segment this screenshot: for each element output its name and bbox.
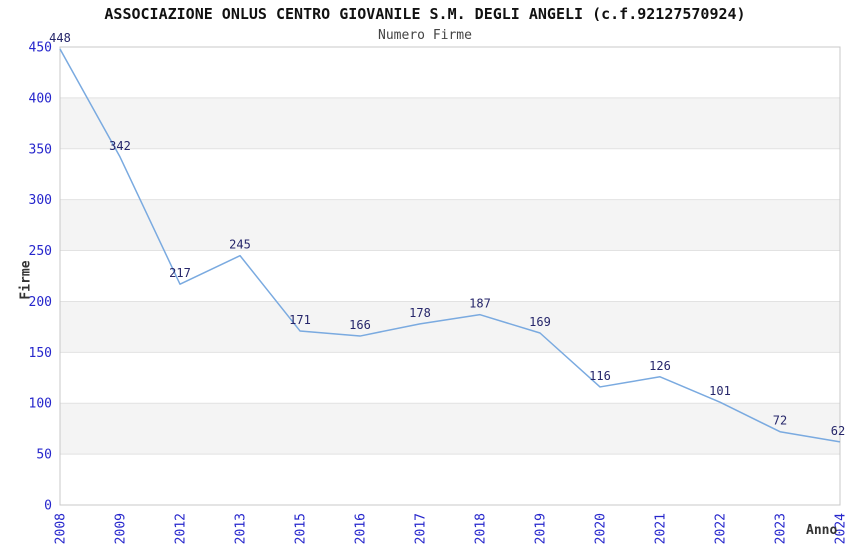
x-tick-label: 2016 <box>354 513 369 544</box>
x-tick-label: 2021 <box>654 513 669 544</box>
x-tick-label: 2013 <box>234 513 249 544</box>
x-tick-label: 2024 <box>834 513 849 544</box>
y-axis-title: Firme <box>18 260 34 300</box>
plot-band <box>60 301 840 353</box>
data-point-label: 101 <box>709 384 731 398</box>
data-point-label: 72 <box>773 414 787 428</box>
y-tick-label: 300 <box>29 193 52 208</box>
x-tick-label: 2022 <box>714 513 729 544</box>
plot-band <box>60 97 840 149</box>
data-point-label: 217 <box>169 266 191 280</box>
x-tick-label: 2023 <box>774 513 789 544</box>
plot-border <box>59 46 841 506</box>
data-point-label: 126 <box>649 359 671 373</box>
data-point-label: 171 <box>289 313 311 327</box>
y-tick-label: 50 <box>36 448 52 463</box>
y-tick-label: 400 <box>29 91 52 106</box>
y-tick-label: 350 <box>29 142 52 157</box>
x-tick-label: 2018 <box>474 513 489 544</box>
y-tick-label: 0 <box>44 499 52 514</box>
y-tick-label: 450 <box>29 41 52 56</box>
y-tick-label: 100 <box>29 397 52 412</box>
series-line <box>59 48 841 443</box>
x-tick-label: 2009 <box>114 513 129 544</box>
x-tick-label: 2019 <box>534 513 549 544</box>
chart-subtitle: Numero Firme <box>378 28 472 43</box>
y-tick-label: 250 <box>29 244 52 259</box>
x-tick-label: 2020 <box>594 513 609 544</box>
y-tick-label: 200 <box>29 295 52 310</box>
x-tick-label: 2017 <box>414 513 429 544</box>
plot-band <box>60 199 840 251</box>
data-point-label: 342 <box>109 139 131 153</box>
data-point-label: 245 <box>229 238 251 252</box>
data-point-label: 116 <box>589 369 611 383</box>
x-tick-label: 2012 <box>174 513 189 544</box>
data-point-label: 448 <box>49 31 71 45</box>
x-tick-label: 2015 <box>294 513 309 544</box>
data-point-label: 62 <box>831 424 845 438</box>
chart-title: ASSOCIAZIONE ONLUS CENTRO GIOVANILE S.M.… <box>104 5 746 23</box>
plot-band <box>60 403 840 455</box>
data-point-label: 169 <box>529 315 551 329</box>
data-point-label: 178 <box>409 306 431 320</box>
data-point-label: 187 <box>469 297 491 311</box>
y-tick-label: 150 <box>29 346 52 361</box>
x-tick-label: 2008 <box>54 513 69 544</box>
data-point-label: 166 <box>349 318 371 332</box>
x-axis-title: Anno <box>806 523 838 538</box>
